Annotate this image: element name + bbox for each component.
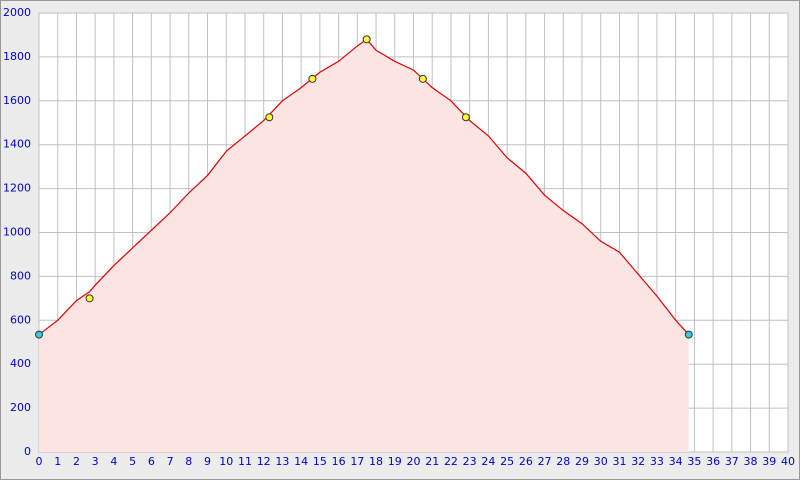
x-tick-label: 36 [706, 455, 720, 468]
x-tick-label: 5 [129, 455, 136, 468]
x-tick-label: 39 [762, 455, 776, 468]
x-tick-label: 7 [167, 455, 174, 468]
marker [265, 113, 274, 122]
x-tick-label: 27 [538, 455, 552, 468]
profile-line [38, 38, 690, 336]
x-tick-label: 32 [631, 455, 645, 468]
x-tick-label: 38 [744, 455, 758, 468]
x-tick-label: 24 [481, 455, 495, 468]
x-tick-label: 8 [185, 455, 192, 468]
marker [418, 74, 427, 83]
x-tick-label: 20 [407, 455, 421, 468]
y-tick-label: 200 [10, 401, 31, 414]
x-tick-label: 13 [275, 455, 289, 468]
x-tick-label: 11 [238, 455, 252, 468]
x-tick-label: 25 [500, 455, 514, 468]
y-tick-label: 1200 [3, 182, 31, 195]
x-tick-label: 9 [204, 455, 211, 468]
x-tick-label: 12 [257, 455, 271, 468]
x-tick-label: 16 [332, 455, 346, 468]
x-tick-label: 6 [148, 455, 155, 468]
x-tick-label: 17 [350, 455, 364, 468]
marker [308, 74, 317, 83]
x-tick-label: 29 [575, 455, 589, 468]
x-tick-label: 34 [669, 455, 683, 468]
x-tick-label: 40 [781, 455, 795, 468]
x-tick-label: 14 [294, 455, 308, 468]
y-tick-label: 2000 [3, 6, 31, 19]
y-tick-label: 1800 [3, 50, 31, 63]
x-tick-label: 2 [73, 455, 80, 468]
x-tick-label: 18 [369, 455, 383, 468]
x-tick-label: 4 [110, 455, 117, 468]
x-tick-label: 3 [92, 455, 99, 468]
y-tick-label: 1000 [3, 226, 31, 239]
marker [461, 113, 470, 122]
x-tick-label: 23 [463, 455, 477, 468]
x-tick-label: 1 [54, 455, 61, 468]
x-tick-label: 28 [556, 455, 570, 468]
area-fill [39, 39, 689, 453]
y-tick-label: 400 [10, 357, 31, 370]
marker [362, 35, 371, 44]
x-tick-label: 31 [612, 455, 626, 468]
x-tick-label: 37 [725, 455, 739, 468]
y-tick-label: 1400 [3, 138, 31, 151]
marker [35, 330, 43, 339]
x-tick-label: 30 [594, 455, 608, 468]
x-tick-label: 26 [519, 455, 533, 468]
y-tick-label: 0 [24, 445, 31, 458]
x-tick-label: 21 [425, 455, 439, 468]
x-tick-label: 19 [388, 455, 402, 468]
marker [85, 294, 94, 303]
x-tick-label: 35 [687, 455, 701, 468]
y-tick-label: 600 [10, 313, 31, 326]
y-tick-label: 1600 [3, 94, 31, 107]
marker [684, 330, 693, 339]
x-tick-label: 10 [219, 455, 233, 468]
x-tick-label: 33 [650, 455, 664, 468]
x-tick-label: 15 [313, 455, 327, 468]
x-tick-label: 0 [36, 455, 43, 468]
y-tick-label: 800 [10, 269, 31, 282]
x-tick-label: 22 [444, 455, 458, 468]
